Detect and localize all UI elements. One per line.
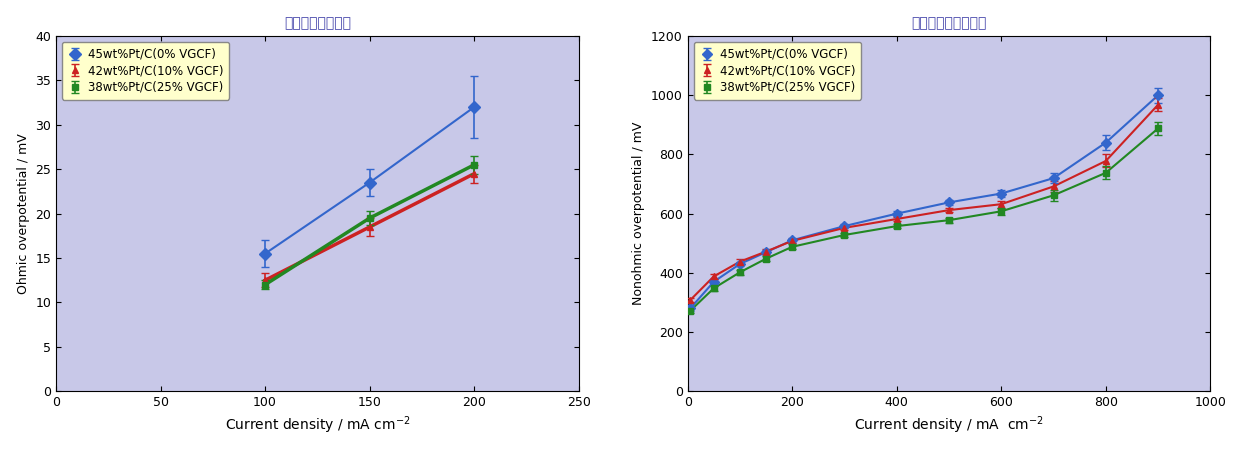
Legend: 45wt%Pt/C(0% VGCF), 42wt%Pt/C(10% VGCF), 38wt%Pt/C(25% VGCF): 45wt%Pt/C(0% VGCF), 42wt%Pt/C(10% VGCF),…: [62, 42, 229, 100]
Y-axis label: Nonohmic overpotential / mV: Nonohmic overpotential / mV: [633, 122, 645, 305]
Title: オーミック過電圧: オーミック過電圧: [283, 17, 351, 31]
X-axis label: Current density / mA  cm$^{-2}$: Current density / mA cm$^{-2}$: [854, 415, 1044, 436]
X-axis label: Current density / mA cm$^{-2}$: Current density / mA cm$^{-2}$: [225, 415, 410, 436]
Y-axis label: Ohmic overpotential / mV: Ohmic overpotential / mV: [16, 133, 30, 294]
Legend: 45wt%Pt/C(0% VGCF), 42wt%Pt/C(10% VGCF), 38wt%Pt/C(25% VGCF): 45wt%Pt/C(0% VGCF), 42wt%Pt/C(10% VGCF),…: [694, 42, 861, 100]
Title: 非オーミック過電圧: 非オーミック過電圧: [911, 17, 987, 31]
